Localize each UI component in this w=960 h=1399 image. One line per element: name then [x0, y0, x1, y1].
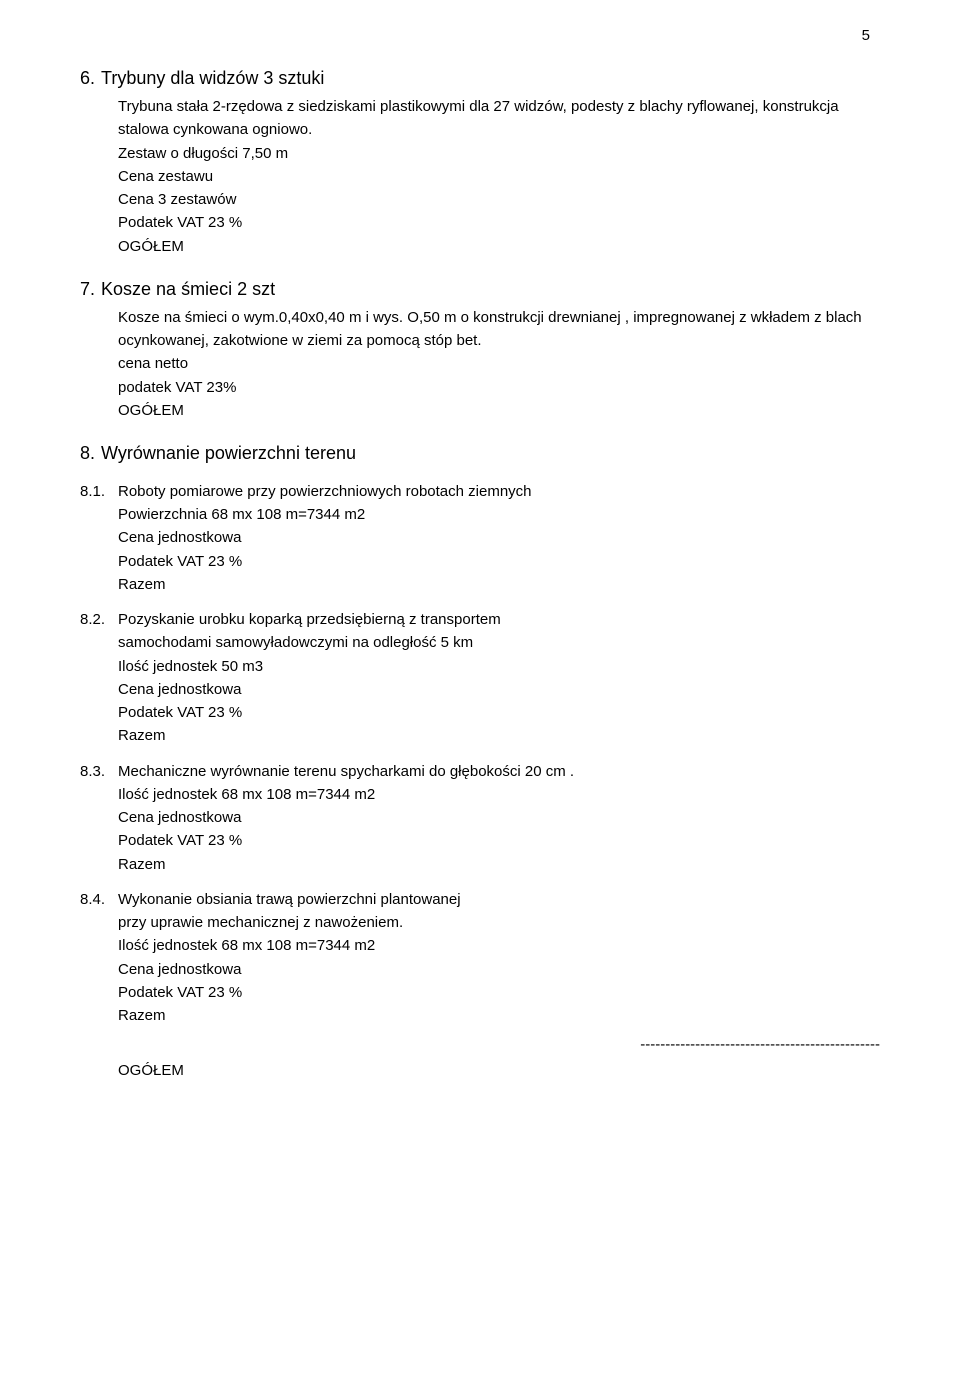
subitem-8-2-l4: Razem — [118, 724, 880, 747]
subitem-8-1-l3: Podatek VAT 23 % — [118, 550, 880, 573]
subitem-8-2-head: 8.2. Pozyskanie urobku koparką przedsięb… — [80, 608, 880, 631]
subitem-8-2-num: 8.2. — [80, 608, 118, 631]
section-8-head: 8. Wyrównanie powierzchni terenu — [80, 440, 880, 468]
section-6-title: Trybuny dla widzów 3 sztuki — [101, 65, 880, 93]
subitem-8-4-num: 8.4. — [80, 888, 118, 911]
section-6-head: 6. Trybuny dla widzów 3 sztuki — [80, 65, 880, 93]
subitem-8-3-l1: Ilość jednostek 68 mx 108 m=7344 m2 — [118, 783, 880, 806]
section-7-body: Kosze na śmieci o wym.0,40x0,40 m i wys.… — [80, 306, 880, 422]
subitem-8-2-l1: Ilość jednostek 50 m3 — [118, 655, 880, 678]
section-7-line-3: OGÓŁEM — [118, 399, 880, 422]
section-8-title: Wyrównanie powierzchni terenu — [101, 440, 880, 468]
subitem-8-1-title: Roboty pomiarowe przy powierzchniowych r… — [118, 480, 880, 503]
section-6-num: 6. — [80, 65, 95, 93]
subitem-8-4-title: Wykonanie obsiania trawą powierzchni pla… — [118, 888, 880, 911]
section-6-desc-1: Trybuna stała 2-rzędowa z siedziskami pl… — [118, 95, 880, 142]
subitem-8-1-l1: Powierzchnia 68 mx 108 m=7344 m2 — [118, 503, 880, 526]
section-7-num: 7. — [80, 276, 95, 304]
subitem-8-3-l4: Razem — [118, 853, 880, 876]
section-6-desc-2: Zestaw o długości 7,50 m — [118, 142, 880, 165]
subitem-8-4-l2: Cena jednostkowa — [118, 958, 880, 981]
dash-separator: ----------------------------------------… — [80, 1033, 880, 1056]
section-6-line-2: Cena 3 zestawów — [118, 188, 880, 211]
subitem-8-2: 8.2. Pozyskanie urobku koparką przedsięb… — [118, 608, 880, 748]
subitem-8-2-p1: samochodami samowyładowczymi na odległoś… — [118, 631, 880, 654]
section-6-line-1: Cena zestawu — [118, 165, 880, 188]
subitem-8-4: 8.4. Wykonanie obsiania trawą powierzchn… — [118, 888, 880, 1028]
section-6-line-3: Podatek VAT 23 % — [118, 211, 880, 234]
subitem-8-4-l3: Podatek VAT 23 % — [118, 981, 880, 1004]
subitem-8-2-l3: Podatek VAT 23 % — [118, 701, 880, 724]
subitem-8-2-l2: Cena jednostkowa — [118, 678, 880, 701]
subitem-8-3-l3: Podatek VAT 23 % — [118, 829, 880, 852]
subitem-8-4-p1: przy uprawie mechanicznej z nawożeniem. — [118, 911, 880, 934]
section-8-ogolem: OGÓŁEM — [80, 1059, 880, 1082]
subitem-8-3-head: 8.3. Mechaniczne wyrównanie terenu spych… — [80, 760, 880, 783]
section-8-num: 8. — [80, 440, 95, 468]
subitem-8-1-l2: Cena jednostkowa — [118, 526, 880, 549]
section-7-title: Kosze na śmieci 2 szt — [101, 276, 880, 304]
subitem-8-3: 8.3. Mechaniczne wyrównanie terenu spych… — [118, 760, 880, 876]
subitem-8-1-head: 8.1. Roboty pomiarowe przy powierzchniow… — [80, 480, 880, 503]
section-7-head: 7. Kosze na śmieci 2 szt — [80, 276, 880, 304]
subitem-8-1: 8.1. Roboty pomiarowe przy powierzchniow… — [118, 480, 880, 596]
section-8-body: 8.1. Roboty pomiarowe przy powierzchniow… — [80, 480, 880, 1028]
subitem-8-3-l2: Cena jednostkowa — [118, 806, 880, 829]
subitem-8-3-title: Mechaniczne wyrównanie terenu spycharkam… — [118, 760, 880, 783]
section-7-line-2: podatek VAT 23% — [118, 376, 880, 399]
subitem-8-4-l4: Razem — [118, 1004, 880, 1027]
section-6-body: Trybuna stała 2-rzędowa z siedziskami pl… — [80, 95, 880, 258]
section-7-line-1: cena netto — [118, 352, 880, 375]
subitem-8-1-num: 8.1. — [80, 480, 118, 503]
section-6-line-4: OGÓŁEM — [118, 235, 880, 258]
subitem-8-1-l4: Razem — [118, 573, 880, 596]
page-number: 5 — [80, 24, 880, 47]
subitem-8-3-num: 8.3. — [80, 760, 118, 783]
subitem-8-4-l1: Ilość jednostek 68 mx 108 m=7344 m2 — [118, 934, 880, 957]
subitem-8-4-head: 8.4. Wykonanie obsiania trawą powierzchn… — [80, 888, 880, 911]
section-7-desc: Kosze na śmieci o wym.0,40x0,40 m i wys.… — [118, 306, 880, 353]
subitem-8-2-title: Pozyskanie urobku koparką przedsiębierną… — [118, 608, 880, 631]
